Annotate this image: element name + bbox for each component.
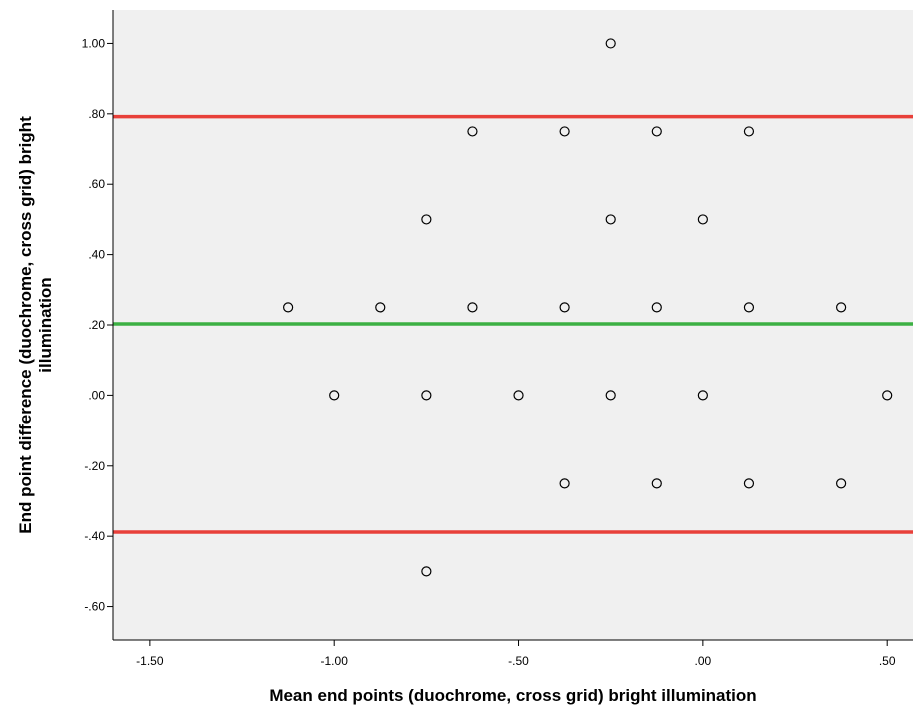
data-point-0 <box>605 38 616 49</box>
data-point-6 <box>605 214 616 225</box>
data-point-10 <box>467 302 478 313</box>
data-point-22 <box>651 478 662 489</box>
y-axis-ticks: 1.00 .80 .60 .40 .20 .00 -.20 -.40 -.60 <box>82 36 113 614</box>
y-tick-label: 1.00 <box>82 36 106 50</box>
data-point-17 <box>513 390 524 401</box>
y-tick-label: .00 <box>88 388 105 402</box>
data-point-5 <box>421 214 432 225</box>
data-point-15 <box>329 390 340 401</box>
data-point-14 <box>836 302 847 313</box>
data-point-4 <box>743 126 755 137</box>
data-point-16 <box>421 390 432 401</box>
data-point-20 <box>882 390 893 401</box>
data-point-21 <box>559 478 570 489</box>
y-axis-title-line-1: End point difference (duochrome, cross g… <box>16 116 35 534</box>
y-axis-title-group: End point difference (duochrome, cross g… <box>16 116 55 534</box>
reference-lines <box>113 114 913 534</box>
data-point-2 <box>559 126 570 137</box>
x-axis-ticks: -1.50 -1.00 -.50 .00 .50 <box>136 640 896 668</box>
y-tick-label: -.40 <box>84 529 105 543</box>
x-tick-label: -1.50 <box>136 654 164 668</box>
y-tick-label: .60 <box>88 177 105 191</box>
y-tick-label: -.60 <box>84 600 105 614</box>
data-point-3 <box>651 126 662 137</box>
data-point-24 <box>836 478 847 489</box>
data-point-1 <box>467 126 478 137</box>
data-point-12 <box>651 302 662 313</box>
data-point-8 <box>283 302 294 313</box>
y-tick-label: .40 <box>88 248 105 262</box>
y-axis-title-line-2: illumination <box>36 277 55 372</box>
data-point-9 <box>375 302 386 313</box>
data-points <box>283 38 893 577</box>
x-tick-label: .50 <box>879 654 896 668</box>
data-point-13 <box>743 302 755 313</box>
data-point-19 <box>697 390 708 401</box>
x-tick-label: -1.00 <box>321 654 349 668</box>
data-point-25 <box>421 566 432 577</box>
data-point-7 <box>697 214 708 225</box>
y-tick-label: .80 <box>88 107 105 121</box>
y-tick-label: -.20 <box>84 459 105 473</box>
x-axis-title: Mean end points (duochrome, cross grid) … <box>269 686 756 705</box>
data-point-23 <box>743 478 755 489</box>
y-tick-label: .20 <box>88 318 105 332</box>
data-point-18 <box>605 390 616 401</box>
data-point-11 <box>559 302 570 313</box>
x-tick-label: .00 <box>695 654 712 668</box>
x-tick-label: -.50 <box>508 654 529 668</box>
